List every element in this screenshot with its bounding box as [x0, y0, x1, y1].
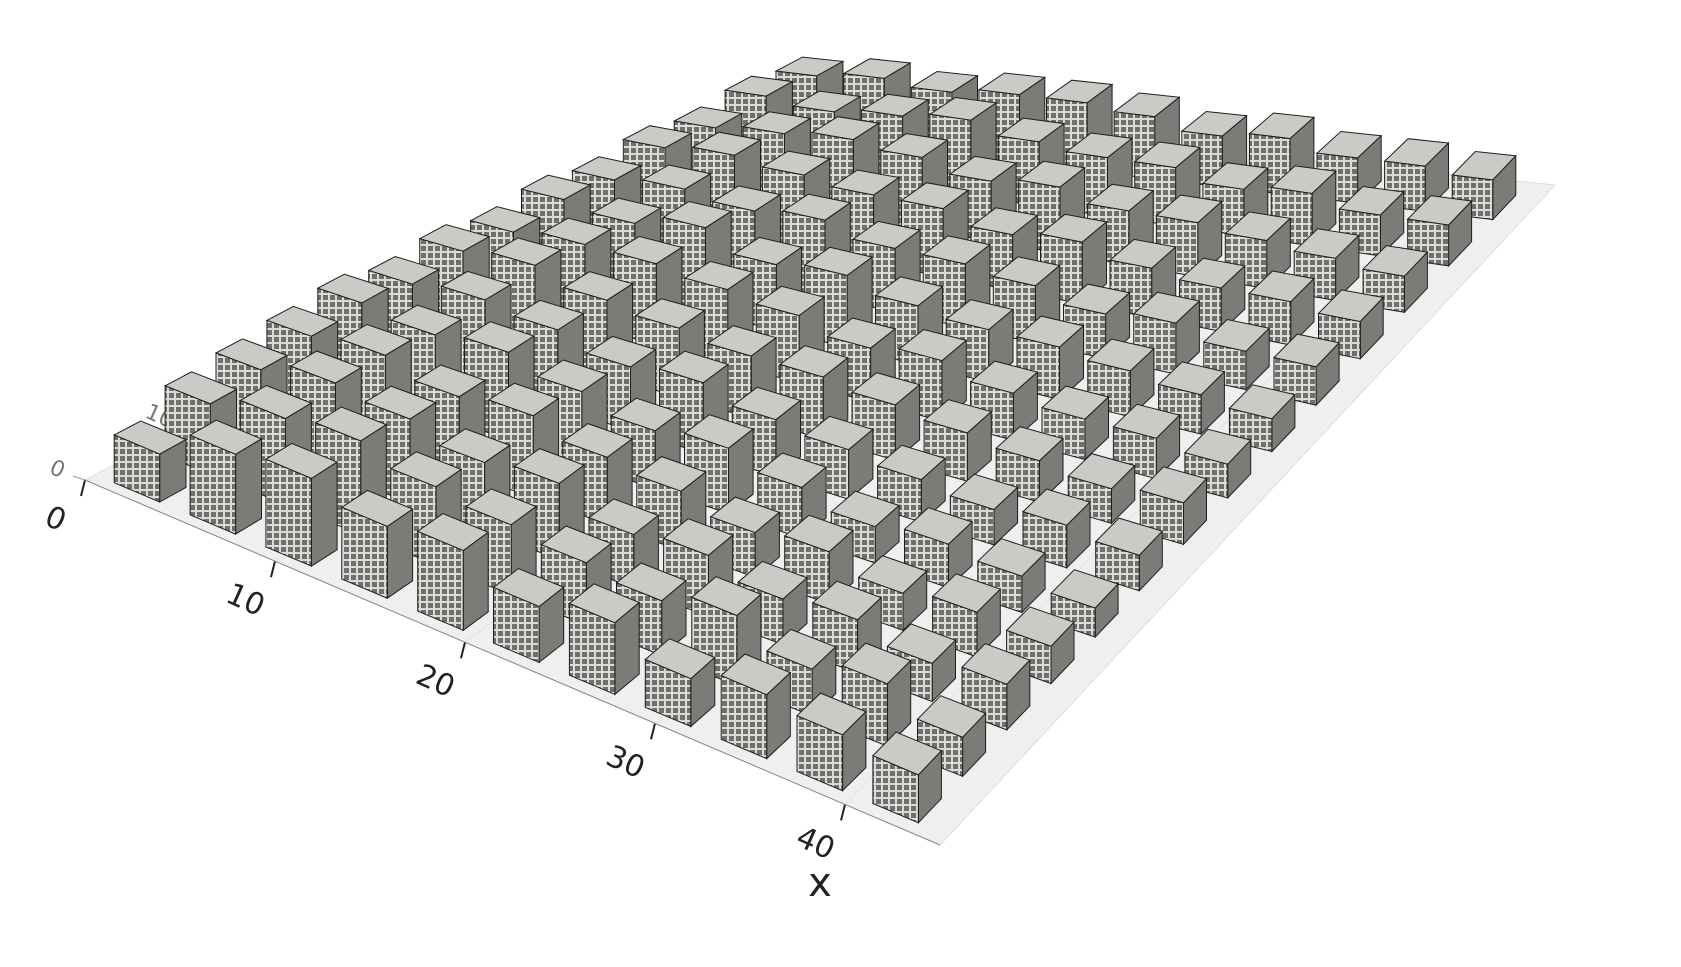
- voxel-column: [720, 653, 792, 760]
- x-tick: [650, 723, 656, 740]
- voxel-front: [872, 754, 919, 824]
- voxel-side: [311, 461, 338, 568]
- x-tick-label: 10: [221, 576, 270, 624]
- x-tick: [270, 560, 276, 578]
- voxel-front: [568, 602, 616, 696]
- voxel-column: [492, 568, 565, 664]
- x-tick: [840, 804, 846, 821]
- voxel-front: [796, 714, 844, 792]
- voxel-column: [796, 692, 867, 792]
- voxel-column: [644, 638, 716, 728]
- voxel-front: [1095, 540, 1140, 592]
- voxel-column: [1139, 466, 1208, 546]
- voxel-front: [417, 530, 464, 632]
- x-axis-line: [84, 479, 941, 846]
- x-tick: [460, 641, 466, 659]
- voxel-column: [1224, 211, 1292, 290]
- voxel-column: [1178, 257, 1246, 333]
- x-tick: [80, 479, 86, 497]
- voxel-front: [493, 586, 540, 664]
- voxel-front: [189, 434, 237, 535]
- voxel-column: [1067, 453, 1136, 525]
- x-tick-label: 30: [601, 739, 650, 787]
- voxel-front: [341, 506, 388, 599]
- voxel-column: [113, 420, 188, 503]
- voxel-column: [1094, 517, 1164, 592]
- y-tick-label: 0: [46, 455, 69, 484]
- voxel-front: [113, 434, 161, 503]
- y-tick: [72, 475, 86, 481]
- voxel-column: [340, 489, 414, 600]
- x-axis-label: x: [808, 860, 832, 906]
- x-tick-label: 20: [411, 658, 460, 706]
- voxel-column: [1050, 569, 1120, 639]
- voxel-front: [720, 674, 768, 760]
- voxel-column: [264, 442, 339, 568]
- voxel-column: [876, 444, 947, 524]
- voxel-column: [416, 513, 490, 632]
- x-tick-label: 0: [40, 499, 72, 539]
- voxel-front: [644, 658, 692, 728]
- voxel-column: [841, 642, 912, 748]
- voxel-column: [1338, 185, 1405, 258]
- voxel-column: [872, 731, 943, 824]
- voxel-column: [961, 643, 1031, 732]
- voxel-column: [188, 419, 263, 535]
- voxel-column: [1202, 318, 1271, 391]
- voxel-front: [1050, 592, 1096, 638]
- x-tick-label: 40: [791, 820, 840, 868]
- voxel-front: [265, 458, 312, 567]
- voxel-column: [568, 583, 641, 696]
- voxel-side: [235, 438, 262, 535]
- voxel-column: [903, 507, 974, 589]
- voxel-column: [1228, 384, 1296, 453]
